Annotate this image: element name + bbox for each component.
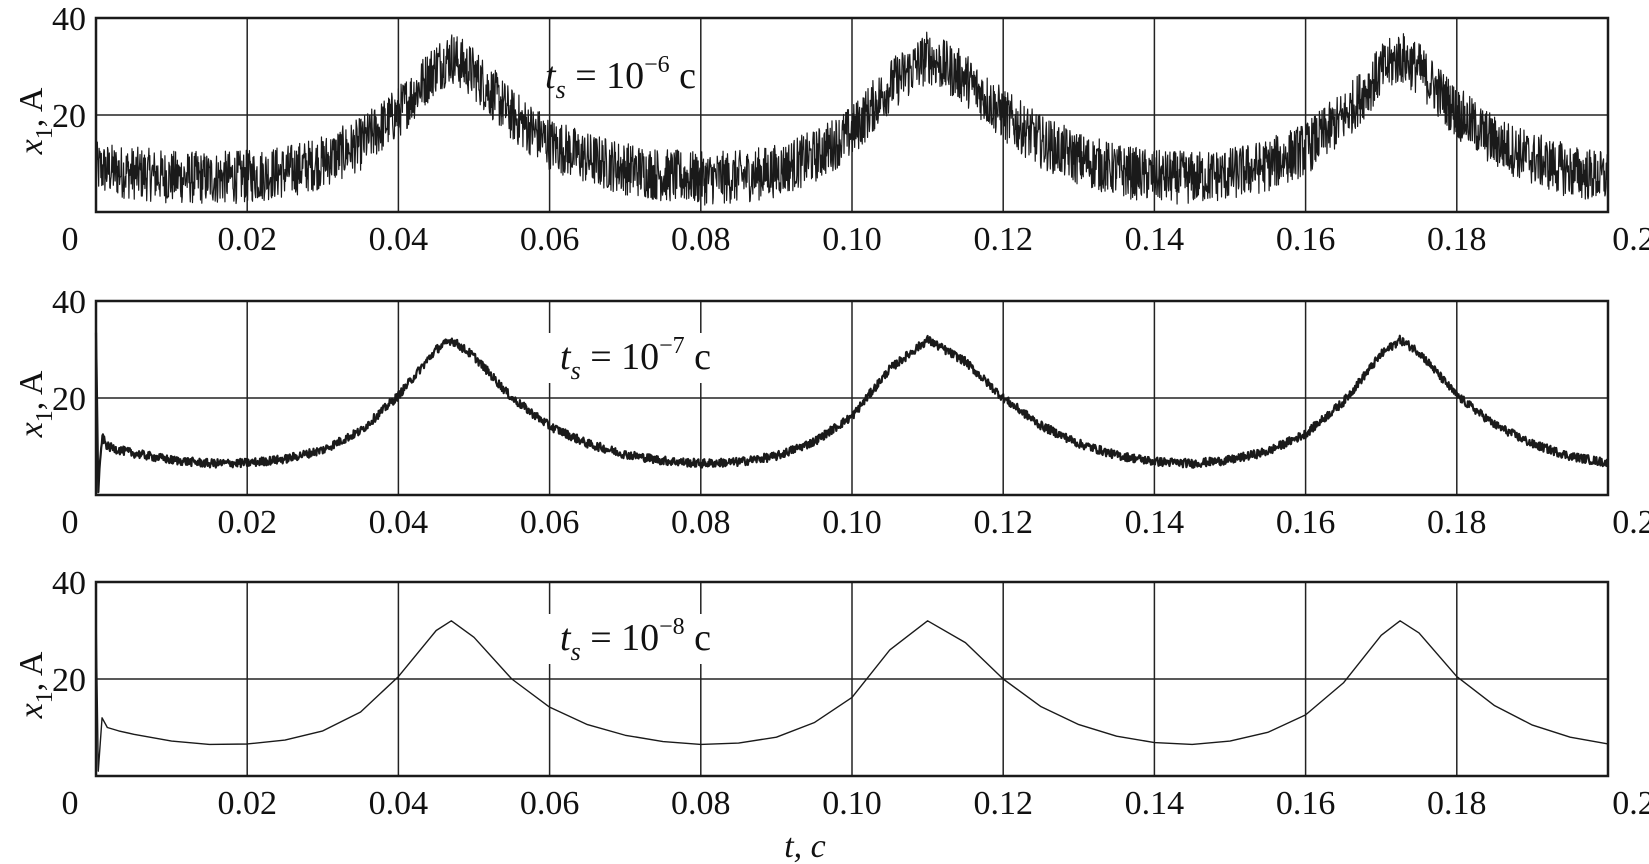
x-tick-label: 0.04 (369, 221, 429, 258)
x-tick-label: 0.12 (973, 221, 1033, 258)
y-tick-label: 20 (52, 98, 86, 135)
plot-frame (94, 16, 1610, 214)
x-tick-label: 0 (62, 221, 79, 258)
x-tick-label: 0.14 (1125, 785, 1185, 822)
x-tick-label: 0.16 (1276, 785, 1336, 822)
x-tick-label: 0.14 (1125, 221, 1185, 258)
chart-panel-1: ts = 10−6 c 20 40 0 0.02 0.04 0.06 0.08 0.10 0.12… (13, 1, 1649, 258)
y-tick-label: 40 (52, 1, 86, 38)
plot-frame (94, 580, 1610, 778)
annotation-background (548, 333, 748, 383)
series-line-x1 (95, 611, 1609, 772)
sampling-step-annotation: ts = 10−6 c (545, 52, 696, 104)
x-tick-label: 0.10 (822, 221, 882, 258)
x-tick-label: 0.12 (973, 504, 1033, 541)
chart-panel-3: ts = 10−8 c 20 40 0 0.02 0.04 0.06 0.08 0.10 0.12… (13, 565, 1649, 822)
x-tick-label: 0.10 (822, 504, 882, 541)
x-tick-label: 0.18 (1427, 785, 1487, 822)
y-tick-label: 40 (52, 284, 86, 321)
x-tick-label: 0.02 (217, 504, 277, 541)
chart-panel-2: ts = 10−7 c 20 40 0 0.02 0.04 0.06 0.08 0.10 0.12… (13, 284, 1649, 541)
x-tick-label: 0.14 (1125, 504, 1185, 541)
x-tick-label: 0.06 (520, 504, 580, 541)
x-tick-label: 0.04 (369, 785, 429, 822)
series-line-x1 (94, 332, 1610, 494)
y-axis-label: x1, A (13, 651, 58, 719)
x-tick-label: 0 (62, 504, 79, 541)
x-tick-label: 0.02 (217, 221, 277, 258)
x-tick-label: 0.20 (1612, 504, 1649, 541)
x-tick-label: 0.08 (671, 785, 731, 822)
y-tick-label: 40 (52, 565, 86, 602)
x-tick-label: 0.20 (1612, 785, 1649, 822)
series-line-x1 (95, 31, 1609, 206)
plot-frame (94, 299, 1610, 497)
y-axis-label: x1, A (13, 87, 58, 155)
x-tick-label: 0.10 (822, 785, 882, 822)
x-tick-label: 0.20 (1612, 221, 1649, 258)
x-tick-label: 0.18 (1427, 221, 1487, 258)
sampling-step-annotation: ts = 10−8 c (560, 614, 711, 666)
x-tick-label: 0.04 (369, 504, 429, 541)
annotation-background (548, 614, 748, 664)
x-tick-label: 0.06 (520, 785, 580, 822)
y-tick-label: 20 (52, 662, 86, 699)
y-tick-label: 20 (52, 381, 86, 418)
x-tick-label: 0.16 (1276, 221, 1336, 258)
x-tick-label: 0.02 (217, 785, 277, 822)
x-axis-title: t, c (784, 828, 826, 864)
x-tick-label: 0.18 (1427, 504, 1487, 541)
y-axis-label: x1, A (13, 370, 58, 438)
x-tick-label: 0.08 (671, 504, 731, 541)
x-tick-label: 0 (62, 785, 79, 822)
sampling-step-annotation: ts = 10−7 c (560, 333, 711, 385)
x-tick-label: 0.16 (1276, 504, 1336, 541)
x-tick-label: 0.12 (973, 785, 1033, 822)
x-tick-label: 0.08 (671, 221, 731, 258)
x-tick-label: 0.06 (520, 221, 580, 258)
